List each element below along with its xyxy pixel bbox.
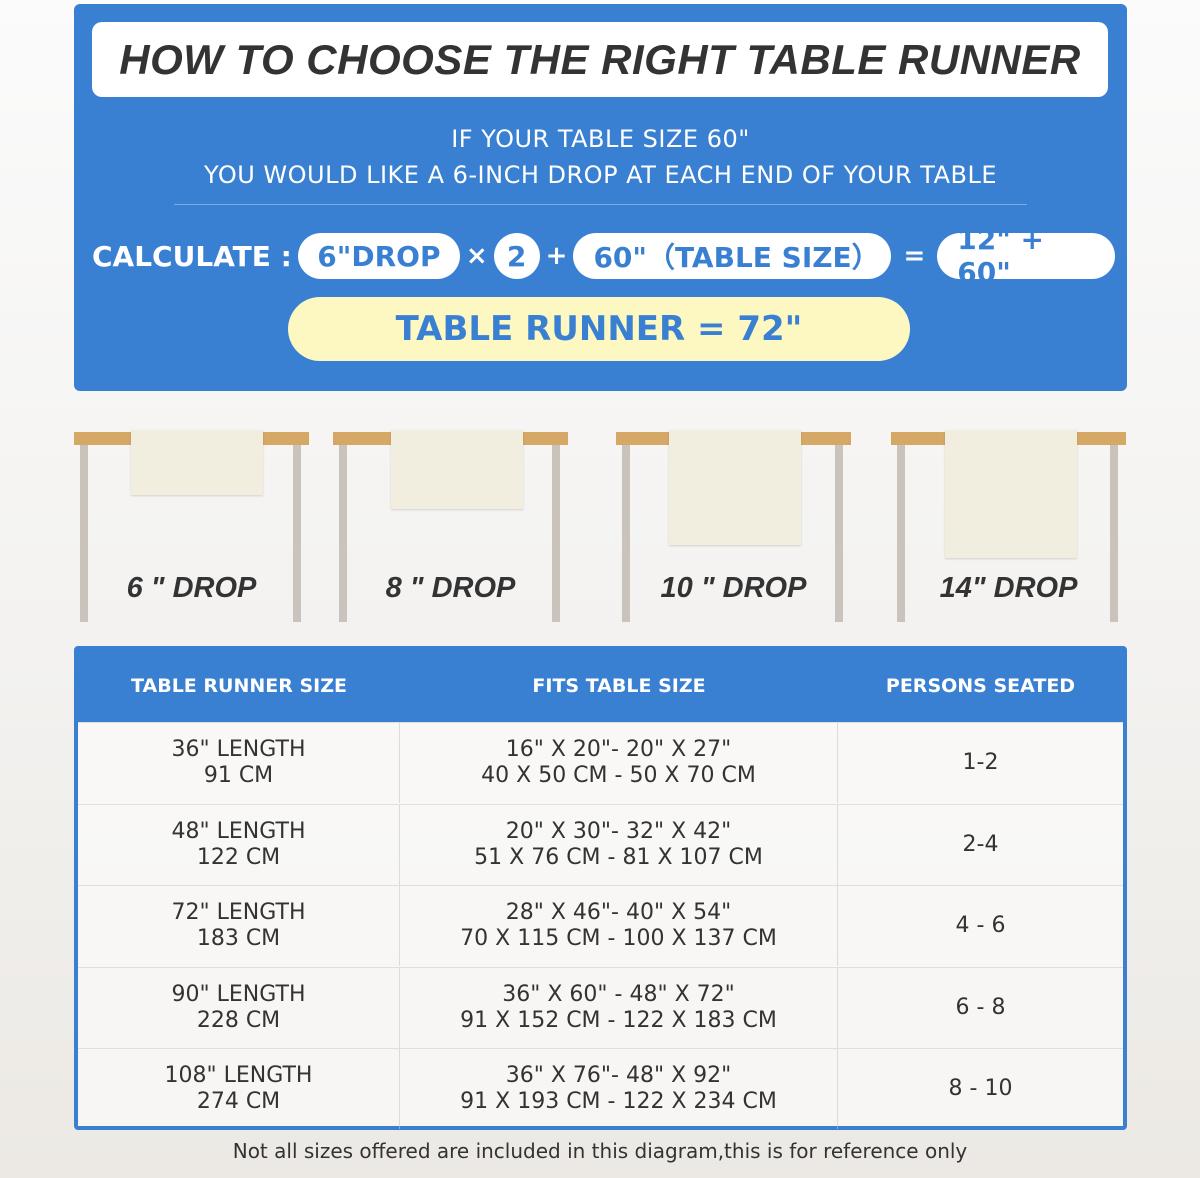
runner-size-cell: 90" LENGTH 228 CM [78,967,400,1048]
table-leg [1110,445,1118,622]
sum-pill: 12" + 60" [937,223,1116,289]
table-row: 108" LENGTH 274 CM 36" X 76"- 48" X 92" 91… [78,1048,1123,1130]
persons-seated-cell: 4 - 6 [955,913,1006,939]
persons-seated-cell: 6 - 8 [955,994,1006,1020]
table-row: 36" LENGTH 91 CM 16" X 20"- 20" X 27" 40 X… [78,722,1123,803]
runner-drop [945,430,1077,558]
header-persons-seated: PERSONS SEATED [885,675,1076,697]
size-table: TABLE RUNNER SIZE FITS TABLE SIZE PERSON… [74,646,1127,1130]
drop-label: 14" DROP [939,572,1078,604]
runner-drop [391,430,523,509]
fits-inches: 36" X 60" - 48" X 72" [502,981,735,1007]
fits-cm: 91 X 193 CM - 122 X 234 CM [460,1089,777,1115]
fits-table-cell: 28" X 46"- 40" X 54" 70 X 115 CM - 100 X … [400,886,838,967]
persons-seated-cell: 8 - 10 [948,1076,1013,1102]
intro-line-2: YOU WOULD LIKE A 6-INCH DROP AT EACH END… [204,161,997,189]
divider [174,204,1027,205]
result-pill: TABLE RUNNER = 72" [288,297,910,361]
table-header: TABLE RUNNER SIZE FITS TABLE SIZE PERSON… [78,650,1123,722]
fits-table-cell: 16" X 20"- 20" X 27" 40 X 50 CM - 50 X 70… [400,723,838,803]
runner-cm: 183 CM [196,926,281,952]
fits-table-cell: 36" X 76"- 48" X 92" 91 X 193 CM - 122 X … [400,1049,838,1130]
calculation-panel: HOW TO CHOOSE THE RIGHT TABLE RUNNER IF … [74,4,1127,391]
table-leg [339,445,347,622]
drop-pill: 6"DROP [297,233,460,279]
table-row: 72" LENGTH 183 CM 28" X 46"- 40" X 54" 70 … [78,885,1123,967]
table-row: 90" LENGTH 228 CM 36" X 60" - 48" X 72" 91… [78,966,1123,1048]
fits-cm: 91 X 152 CM - 122 X 183 CM [460,1007,777,1033]
fits-inches: 20" X 30"- 32" X 42" [505,818,732,844]
runner-length: 108" LENGTH [164,1063,313,1089]
runner-length: 36" LENGTH [171,737,306,762]
persons-seated-cell: 2-4 [962,831,999,857]
table-leg [897,445,905,622]
runner-size-cell: 72" LENGTH 183 CM [78,886,400,967]
header-fits-table-size: FITS TABLE SIZE [532,675,706,697]
table-leg [293,445,301,622]
plus-sign: + [545,241,568,271]
drop-illustration-8: 8 " DROP [333,430,568,622]
drop-illustration-14: 14" DROP [891,430,1126,622]
runner-size-cell: 36" LENGTH 91 CM [78,723,400,803]
drop-label: 8 " DROP [385,572,516,604]
calculate-label: CALCULATE : [92,239,292,273]
runner-length: 48" LENGTH [171,818,306,844]
table-leg [622,445,630,622]
fits-inches: 36" X 76"- 48" X 92" [505,1063,732,1089]
fits-inches: 16" X 20"- 20" X 27" [505,737,732,762]
footnote: Not all sizes offered are included in th… [232,1139,968,1163]
fits-table-cell: 20" X 30"- 32" X 42" 51 X 76 CM - 81 X 10… [400,804,838,885]
runner-cm: 274 CM [196,1089,281,1115]
drop-label: 6 " DROP [126,572,257,604]
intro-line-1: IF YOUR TABLE SIZE 60" [451,125,750,153]
runner-cm: 122 CM [196,844,281,870]
persons-seated-cell: 1-2 [962,750,999,775]
multiplier-pill: 2 [493,233,540,279]
fits-inches: 28" X 46"- 40" X 54" [505,900,732,926]
table-size-pill: 60"（TABLE SIZE） [573,233,892,279]
drop-label: 10 " DROP [660,572,807,604]
times-sign: × [465,241,488,271]
table-row: 48" LENGTH 122 CM 20" X 30"- 32" X 42" 51 … [78,803,1123,885]
page-title: HOW TO CHOOSE THE RIGHT TABLE RUNNER [92,22,1108,97]
runner-cm: 91 CM [203,763,274,788]
calculation-row: CALCULATE : 6"DROP × 2 + 60"（TABLE SIZE）… [92,223,1116,289]
equals-sign: = [903,241,926,271]
runner-length: 72" LENGTH [171,900,306,926]
table-leg [552,445,560,622]
runner-size-cell: 108" LENGTH 274 CM [78,1049,400,1130]
runner-drop [669,430,801,545]
runner-size-cell: 48" LENGTH 122 CM [78,804,400,885]
fits-cm: 40 X 50 CM - 50 X 70 CM [481,763,756,788]
fits-cm: 70 X 115 CM - 100 X 137 CM [460,926,777,952]
table-leg [80,445,88,622]
fits-cm: 51 X 76 CM - 81 X 107 CM [474,844,763,870]
header-runner-size: TABLE RUNNER SIZE [131,675,347,697]
drop-illustration-6: 6 " DROP [74,430,309,622]
table-leg [835,445,843,622]
drop-illustration-10: 10 " DROP [616,430,851,622]
fits-table-cell: 36" X 60" - 48" X 72" 91 X 152 CM - 122 X… [400,967,838,1048]
runner-drop [131,430,263,495]
runner-cm: 228 CM [196,1007,281,1033]
runner-length: 90" LENGTH [171,981,306,1007]
